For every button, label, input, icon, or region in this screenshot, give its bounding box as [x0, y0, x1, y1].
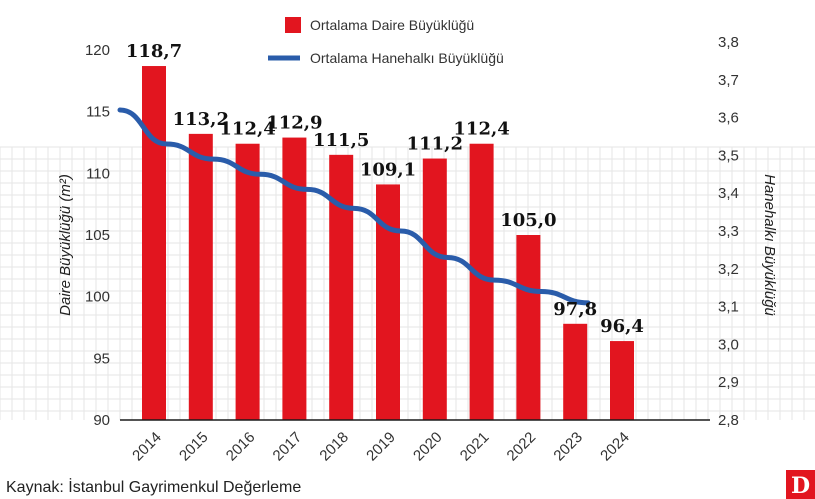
household-size-line	[117, 107, 591, 306]
left-axis-title: Daire Büyüklüğü (m²)	[57, 174, 74, 316]
legend-line-label: Ortalama Hanehalkı Büyüklüğü	[310, 50, 504, 66]
value-label-2022: 105,0	[500, 210, 556, 231]
right-axis-title: Hanehalkı Büyüklüğü	[761, 174, 778, 316]
bar-2014	[142, 66, 166, 421]
left-tick-label: 100	[85, 289, 110, 306]
right-tick-label: 2,9	[718, 374, 739, 391]
right-tick-label: 3,6	[718, 110, 739, 127]
brand-logo: D	[786, 470, 815, 499]
bars	[142, 66, 634, 421]
left-axis-ticks: 90 95 100 105 110 115 120	[85, 42, 110, 429]
logo-background	[786, 470, 815, 499]
legend-bar-label: Ortalama Daire Büyüklüğü	[310, 17, 474, 33]
value-label-2015: 113,2	[173, 109, 229, 130]
bar-2015	[188, 133, 213, 420]
left-tick-label: 120	[85, 42, 110, 59]
value-label-2020: 111,2	[407, 134, 463, 155]
right-tick-label: 3,5	[718, 147, 739, 164]
bar-2022	[516, 235, 541, 420]
legend-bar-swatch	[285, 17, 301, 33]
value-label-2019: 109,1	[360, 159, 416, 180]
logo-letter: D	[791, 473, 810, 499]
value-label-2017: 112,9	[266, 113, 322, 134]
left-tick-label: 110	[86, 165, 110, 182]
value-label-2023: 97,8	[553, 299, 597, 320]
left-tick-label: 95	[93, 350, 110, 367]
bar-2018	[329, 154, 354, 421]
bar-2016	[235, 143, 260, 420]
left-tick-label: 90	[93, 412, 110, 429]
value-label-2021: 112,4	[453, 119, 509, 140]
line-layer	[117, 107, 591, 306]
right-tick-label: 3,3	[718, 223, 739, 240]
value-label-2024: 96,4	[600, 316, 644, 337]
value-labels: 118,7113,2112,4112,9111,5109,1111,2112,4…	[126, 41, 644, 337]
value-label-2014: 118,7	[126, 41, 182, 62]
bar-2017	[282, 137, 307, 421]
bar-2020	[422, 158, 447, 421]
right-tick-label: 3,0	[718, 336, 739, 353]
right-tick-label: 3,1	[718, 299, 739, 316]
right-tick-label: 3,4	[718, 185, 739, 202]
left-tick-label: 105	[85, 227, 110, 244]
bar-2024	[610, 341, 634, 420]
right-tick-label: 3,8	[718, 34, 739, 51]
right-tick-label: 2,8	[718, 412, 739, 429]
left-tick-label: 115	[86, 104, 110, 121]
bar-2023	[563, 323, 588, 420]
value-label-2016: 112,4	[219, 119, 275, 140]
right-axis-ticks: 2,8 2,9 3,0 3,1 3,2 3,3 3,4 3,5 3,6 3,7 3,8	[718, 34, 739, 429]
right-tick-label: 3,2	[718, 261, 739, 278]
value-label-2018: 111,5	[313, 130, 369, 151]
legend: Ortalama Daire Büyüklüğü Ortalama Haneha…	[268, 17, 504, 66]
source-note: Kaynak: İstanbul Gayrimenkul Değerleme	[6, 477, 301, 496]
right-tick-label: 3,7	[718, 72, 739, 89]
